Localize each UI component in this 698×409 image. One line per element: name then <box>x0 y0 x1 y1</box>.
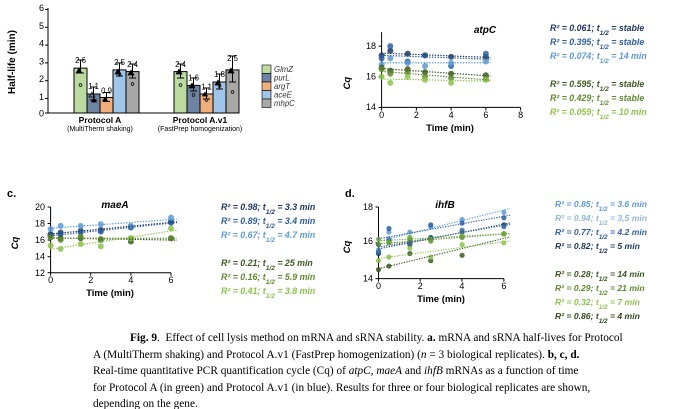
svg-text:1: 1 <box>39 92 44 102</box>
svg-text:0: 0 <box>376 281 381 291</box>
svg-text:4: 4 <box>39 39 44 49</box>
svg-text:4: 4 <box>459 281 464 291</box>
svg-text:atpC: atpC <box>474 25 497 36</box>
svg-text:4: 4 <box>449 110 454 120</box>
svg-text:maeA: maeA <box>101 200 128 211</box>
svg-text:18: 18 <box>35 218 45 228</box>
svg-text:(MultiTherm shaking): (MultiTherm shaking) <box>67 126 133 133</box>
svg-text:R² = 0.32; t1/2 = 7 min: R² = 0.32; t1/2 = 7 min <box>555 297 640 311</box>
svg-text:2: 2 <box>414 110 419 120</box>
svg-text:R² = 0.67; t1/2 = 4.7 min: R² = 0.67; t1/2 = 4.7 min <box>221 230 315 244</box>
svg-text:18: 18 <box>366 41 376 51</box>
svg-text:20: 20 <box>35 202 45 212</box>
svg-text:Cq: Cq <box>342 77 353 90</box>
svg-text:R² = 0.82; t1/2 = 5 min: R² = 0.82; t1/2 = 5 min <box>555 241 640 255</box>
svg-text:3: 3 <box>39 56 44 66</box>
svg-text:Protocol A.v1: Protocol A.v1 <box>173 115 228 125</box>
svg-text:0: 0 <box>48 275 53 285</box>
svg-text:R² = 0.395; t1/2 = stable: R² = 0.395; t1/2 = stable <box>550 37 644 51</box>
svg-text:R² = 0.074; t1/2 = 14 min: R² = 0.074; t1/2 = 14 min <box>550 51 647 65</box>
svg-text:16: 16 <box>366 72 376 82</box>
svg-text:Protocol A: Protocol A <box>79 115 122 125</box>
svg-text:R² = 0.77; t1/2 = 4.2 min: R² = 0.77; t1/2 = 4.2 min <box>555 227 647 241</box>
svg-text:6: 6 <box>501 281 506 291</box>
svg-text:2: 2 <box>88 275 93 285</box>
svg-text:4: 4 <box>128 275 133 285</box>
svg-text:5: 5 <box>39 21 44 31</box>
svg-text:R² = 0.29; t1/2 = 21 min: R² = 0.29; t1/2 = 21 min <box>555 283 645 297</box>
svg-text:14: 14 <box>35 252 45 262</box>
svg-text:0: 0 <box>39 109 44 119</box>
svg-text:R² = 0.28; t1/2 = 14 min: R² = 0.28; t1/2 = 14 min <box>555 269 645 283</box>
svg-text:Time (min): Time (min) <box>86 288 134 299</box>
svg-text:R² = 0.061; t1/2 = stable: R² = 0.061; t1/2 = stable <box>550 23 644 37</box>
svg-text:R² = 0.21; t1/2 = 25 min: R² = 0.21; t1/2 = 25 min <box>221 258 313 272</box>
svg-text:Time (min): Time (min) <box>417 294 465 305</box>
svg-text:Half-life (min): Half-life (min) <box>7 30 18 94</box>
svg-text:14: 14 <box>366 102 376 112</box>
svg-text:Cq: Cq <box>342 240 353 253</box>
svg-text:R² = 0.89; t1/2 = 3.4 min: R² = 0.89; t1/2 = 3.4 min <box>221 216 315 230</box>
svg-text:0: 0 <box>379 110 384 120</box>
svg-text:2: 2 <box>39 74 44 84</box>
svg-text:R² = 0.16; t1/2 = 5.9 min: R² = 0.16; t1/2 = 5.9 min <box>221 272 315 286</box>
svg-text:6: 6 <box>168 275 173 285</box>
svg-text:6: 6 <box>39 3 44 13</box>
svg-text:R² = 0.429; t1/2 = stable: R² = 0.429; t1/2 = stable <box>550 93 644 107</box>
svg-text:16: 16 <box>35 235 45 245</box>
svg-text:R² = 0.059; t1/2 = 10 min: R² = 0.059; t1/2 = 10 min <box>550 107 647 121</box>
svg-text:R² = 0.98; t1/2 = 3.3 min: R² = 0.98; t1/2 = 3.3 min <box>221 202 315 216</box>
svg-text:R² = 0.86; t1/2 = 4 min: R² = 0.86; t1/2 = 4 min <box>555 311 640 325</box>
svg-text:R² = 0.41; t1/2 = 3.8 min: R² = 0.41; t1/2 = 3.8 min <box>221 286 315 300</box>
svg-text:mhpC: mhpC <box>274 99 295 108</box>
svg-text:Time (min): Time (min) <box>426 123 474 134</box>
svg-text:R² = 0.595; t1/2 = stable: R² = 0.595; t1/2 = stable <box>550 79 644 93</box>
svg-text:12: 12 <box>35 268 45 278</box>
svg-text:14: 14 <box>363 274 373 284</box>
svg-text:16: 16 <box>363 236 373 246</box>
svg-text:Cq: Cq <box>10 236 21 249</box>
svg-text:2: 2 <box>418 281 423 291</box>
svg-text:R² = 0.94; t1/2 = 3,5 min: R² = 0.94; t1/2 = 3,5 min <box>555 213 647 227</box>
svg-text:18: 18 <box>363 202 373 212</box>
svg-text:R² = 0.85; t1/2 = 3.6 min: R² = 0.85; t1/2 = 3.6 min <box>555 199 647 213</box>
svg-text:ihfB: ihfB <box>435 200 454 211</box>
svg-text:(FastPrep homogenization): (FastPrep homogenization) <box>158 126 242 133</box>
svg-text:8: 8 <box>518 110 523 120</box>
svg-text:6: 6 <box>483 110 488 120</box>
